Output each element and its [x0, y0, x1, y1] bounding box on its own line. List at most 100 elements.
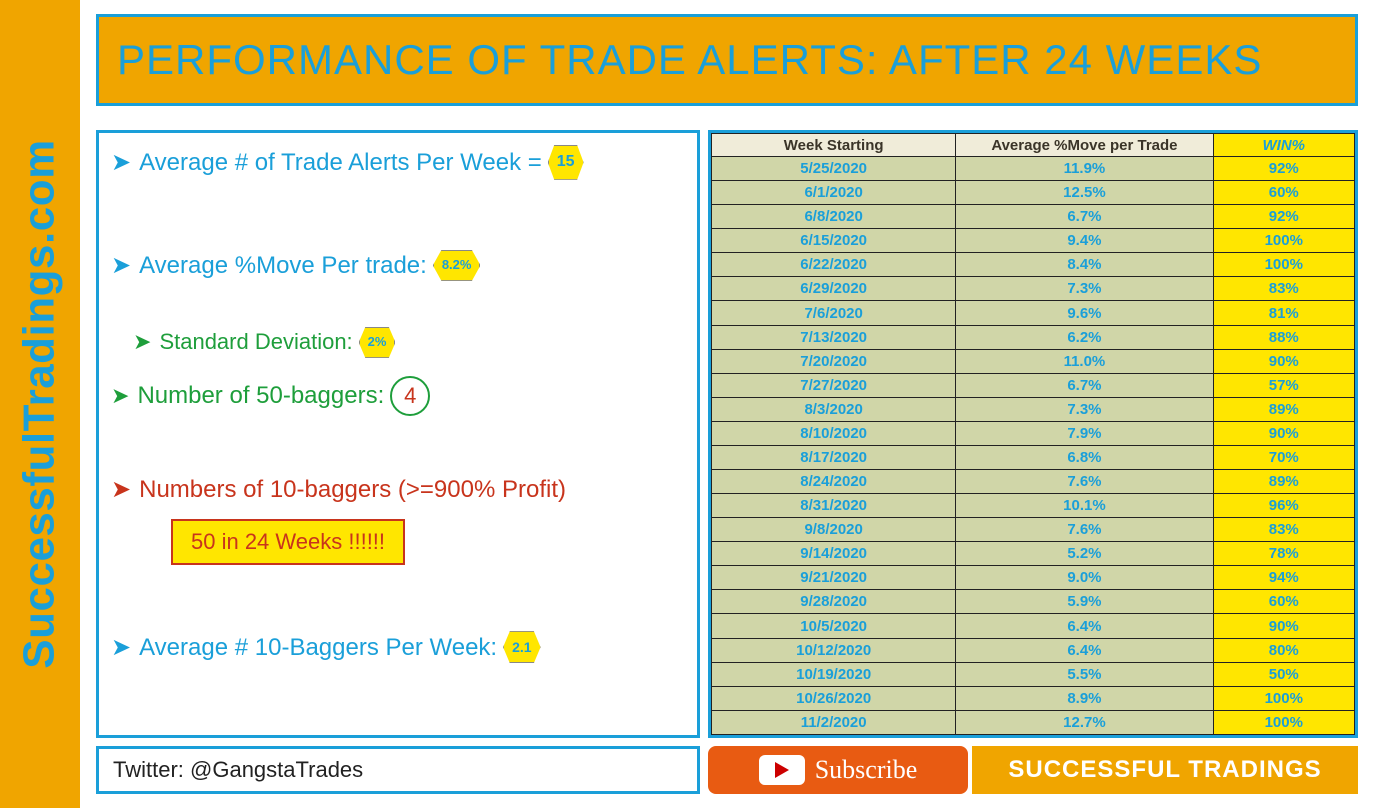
cell-win: 70%: [1213, 445, 1354, 469]
cell-date: 8/17/2020: [712, 445, 956, 469]
cell-win: 83%: [1213, 518, 1354, 542]
col-header-move: Average %Move per Trade: [956, 134, 1213, 157]
cell-move: 7.3%: [956, 397, 1213, 421]
cell-date: 9/8/2020: [712, 518, 956, 542]
performance-table-panel: Week Starting Average %Move per Trade WI…: [708, 130, 1358, 738]
cell-win: 81%: [1213, 301, 1354, 325]
cell-win: 83%: [1213, 277, 1354, 301]
cell-date: 6/29/2020: [712, 277, 956, 301]
brand-sidebar: SuccessfulTradings.com: [0, 0, 80, 808]
bullet-icon: ➤: [111, 382, 129, 411]
fifty-baggers-value: 4: [390, 376, 430, 416]
cell-win: 100%: [1213, 229, 1354, 253]
cell-move: 6.4%: [956, 638, 1213, 662]
cell-win: 90%: [1213, 614, 1354, 638]
page-title: PERFORMANCE OF TRADE ALERTS: AFTER 24 WE…: [117, 36, 1262, 84]
cell-win: 80%: [1213, 638, 1354, 662]
stats-panel: ➤ Average # of Trade Alerts Per Week = 1…: [96, 130, 700, 738]
table-row: 10/12/20206.4%80%: [712, 638, 1355, 662]
table-row: 11/2/202012.7%100%: [712, 710, 1355, 734]
cell-win: 100%: [1213, 253, 1354, 277]
cell-win: 92%: [1213, 205, 1354, 229]
cell-move: 7.3%: [956, 277, 1213, 301]
avg-move-value: 8.2%: [433, 250, 481, 281]
cell-date: 6/15/2020: [712, 229, 956, 253]
cell-win: 60%: [1213, 590, 1354, 614]
table-row: 9/21/20209.0%94%: [712, 566, 1355, 590]
footer-brand: SUCCESSFUL TRADINGS: [972, 746, 1358, 794]
table-row: 7/27/20206.7%57%: [712, 373, 1355, 397]
cell-date: 9/21/2020: [712, 566, 956, 590]
bullet-icon: ➤: [111, 250, 131, 281]
ten-baggers-callout: 50 in 24 Weeks !!!!!!: [171, 519, 405, 565]
cell-move: 8.9%: [956, 686, 1213, 710]
cell-move: 5.2%: [956, 542, 1213, 566]
bullet-icon: ➤: [111, 474, 131, 505]
cell-date: 6/22/2020: [712, 253, 956, 277]
cell-win: 57%: [1213, 373, 1354, 397]
cell-move: 6.2%: [956, 325, 1213, 349]
cell-date: 7/13/2020: [712, 325, 956, 349]
bullet-icon: ➤: [133, 328, 151, 357]
table-row: 7/20/202011.0%90%: [712, 349, 1355, 373]
cell-date: 8/31/2020: [712, 494, 956, 518]
cell-move: 9.4%: [956, 229, 1213, 253]
cell-move: 11.0%: [956, 349, 1213, 373]
cell-move: 5.5%: [956, 662, 1213, 686]
cell-date: 11/2/2020: [712, 710, 956, 734]
cell-date: 8/24/2020: [712, 470, 956, 494]
table-row: 8/24/20207.6%89%: [712, 470, 1355, 494]
fifty-baggers-label: Number of 50-baggers:: [137, 380, 384, 411]
cell-win: 100%: [1213, 686, 1354, 710]
cell-move: 12.5%: [956, 181, 1213, 205]
table-row: 6/1/202012.5%60%: [712, 181, 1355, 205]
cell-win: 60%: [1213, 181, 1354, 205]
cell-date: 9/14/2020: [712, 542, 956, 566]
cell-date: 6/8/2020: [712, 205, 956, 229]
subscribe-button[interactable]: Subscribe: [708, 746, 968, 794]
avg-move-label: Average %Move Per trade:: [139, 250, 427, 281]
cell-win: 89%: [1213, 470, 1354, 494]
table-row: 5/25/202011.9%92%: [712, 157, 1355, 181]
cell-date: 10/26/2020: [712, 686, 956, 710]
cell-move: 6.8%: [956, 445, 1213, 469]
cell-date: 8/3/2020: [712, 397, 956, 421]
table-row: 10/19/20205.5%50%: [712, 662, 1355, 686]
cell-move: 7.6%: [956, 470, 1213, 494]
cell-win: 50%: [1213, 662, 1354, 686]
ten-baggers-label: Numbers of 10-baggers (>=900% Profit): [139, 474, 566, 505]
cell-move: 9.0%: [956, 566, 1213, 590]
cell-date: 7/27/2020: [712, 373, 956, 397]
table-row: 9/14/20205.2%78%: [712, 542, 1355, 566]
cell-move: 6.4%: [956, 614, 1213, 638]
cell-win: 90%: [1213, 421, 1354, 445]
cell-win: 92%: [1213, 157, 1354, 181]
std-dev-label: Standard Deviation:: [159, 328, 352, 357]
ten-baggers-callout-wrap: 50 in 24 Weeks !!!!!!: [111, 511, 685, 565]
cell-win: 100%: [1213, 710, 1354, 734]
cell-date: 8/10/2020: [712, 421, 956, 445]
page-header: PERFORMANCE OF TRADE ALERTS: AFTER 24 WE…: [96, 14, 1358, 106]
cell-win: 90%: [1213, 349, 1354, 373]
avg-alerts-label: Average # of Trade Alerts Per Week =: [139, 147, 542, 178]
table-row: 8/31/202010.1%96%: [712, 494, 1355, 518]
col-header-win: WIN%: [1213, 134, 1354, 157]
cell-date: 10/5/2020: [712, 614, 956, 638]
cell-move: 9.6%: [956, 301, 1213, 325]
avg-ten-baggers-label: Average # 10-Baggers Per Week:: [139, 632, 497, 663]
avg-ten-baggers-value: 2.1: [503, 631, 540, 663]
table-row: 8/10/20207.9%90%: [712, 421, 1355, 445]
cell-move: 10.1%: [956, 494, 1213, 518]
twitter-handle: Twitter: @GangstaTrades: [113, 757, 363, 783]
bullet-icon: ➤: [111, 147, 131, 178]
cell-win: 78%: [1213, 542, 1354, 566]
cell-move: 12.7%: [956, 710, 1213, 734]
footer-brand-text: SUCCESSFUL TRADINGS: [1008, 756, 1321, 784]
table-row: 6/8/20206.7%92%: [712, 205, 1355, 229]
table-row: 6/29/20207.3%83%: [712, 277, 1355, 301]
cell-move: 8.4%: [956, 253, 1213, 277]
cell-move: 7.9%: [956, 421, 1213, 445]
table-row: 8/17/20206.8%70%: [712, 445, 1355, 469]
cell-move: 7.6%: [956, 518, 1213, 542]
cell-date: 9/28/2020: [712, 590, 956, 614]
